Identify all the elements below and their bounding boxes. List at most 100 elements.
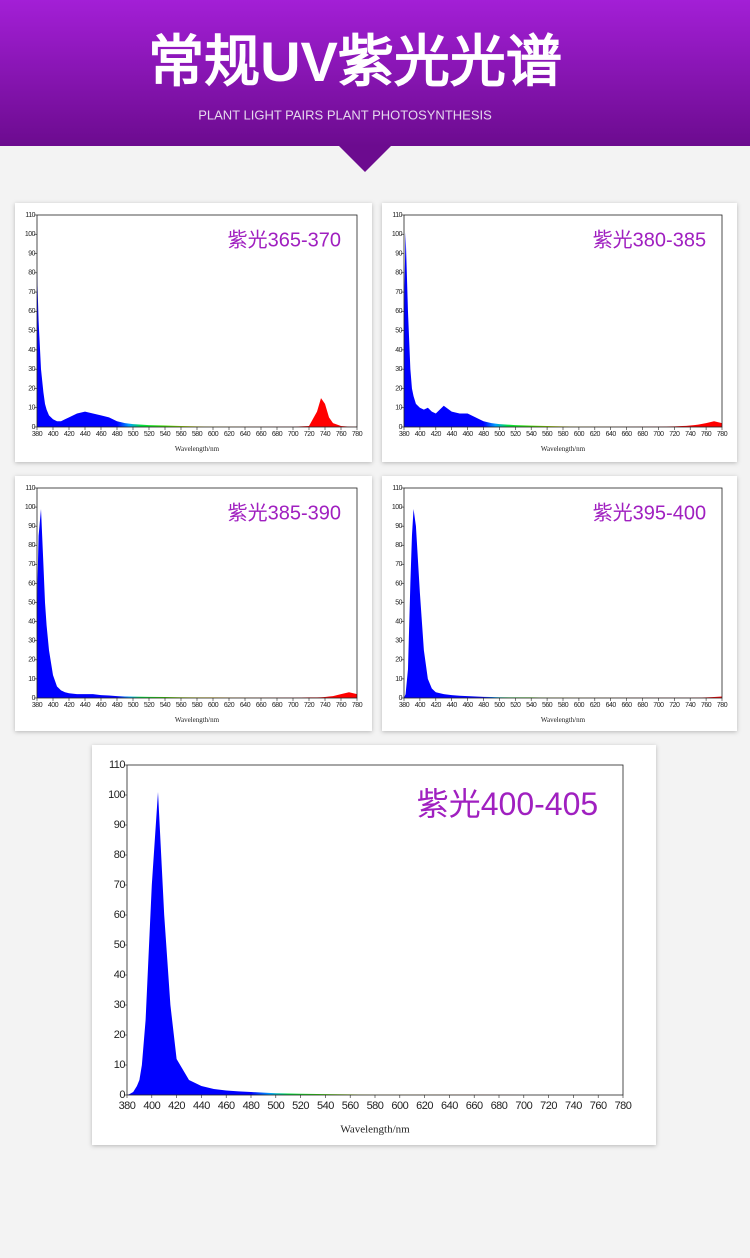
y-tick-label: 30 — [28, 638, 35, 645]
y-tick-label: 110 — [392, 485, 402, 492]
x-tick-label: 400 — [415, 431, 426, 438]
x-tick-label: 740 — [685, 431, 696, 438]
x-tick-label: 500 — [267, 1100, 284, 1112]
y-tick-label: 0 — [399, 695, 403, 702]
header-title: 常规UV紫光光谱 — [148, 30, 562, 93]
x-tick-label: 780 — [717, 702, 728, 709]
y-tick-label: 20 — [28, 385, 35, 392]
chart-title: 紫光395-400 — [593, 501, 706, 524]
spectrum-area — [127, 792, 623, 1095]
x-tick-label: 660 — [256, 702, 267, 709]
x-tick-label: 640 — [240, 431, 251, 438]
x-tick-label: 480 — [243, 1100, 260, 1112]
y-tick-label: 30 — [395, 638, 402, 645]
x-tick-label: 580 — [367, 1100, 384, 1112]
chart-title: 紫光365-370 — [228, 228, 341, 251]
y-tick-label: 70 — [114, 879, 126, 891]
x-tick-label: 420 — [431, 431, 442, 438]
x-tick-label: 460 — [96, 702, 107, 709]
y-tick-label: 30 — [395, 366, 402, 373]
x-axis-label: Wavelength/nm — [175, 716, 220, 724]
x-tick-label: 600 — [208, 431, 219, 438]
x-tick-label: 700 — [288, 431, 299, 438]
x-tick-label: 560 — [176, 431, 187, 438]
x-tick-label: 440 — [447, 431, 458, 438]
x-tick-label: 760 — [336, 431, 347, 438]
x-tick-label: 540 — [526, 702, 537, 709]
x-tick-label: 720 — [669, 431, 680, 438]
x-tick-label: 540 — [526, 431, 537, 438]
x-tick-label: 420 — [64, 431, 75, 438]
x-tick-label: 600 — [574, 702, 585, 709]
x-tick-label: 500 — [494, 702, 505, 709]
x-tick-label: 760 — [701, 702, 712, 709]
x-tick-label: 440 — [80, 702, 91, 709]
x-tick-label: 400 — [48, 702, 59, 709]
x-axis-label: Wavelength/nm — [541, 716, 586, 724]
x-tick-label: 520 — [144, 702, 155, 709]
x-tick-label: 540 — [160, 702, 171, 709]
x-tick-label: 580 — [192, 702, 203, 709]
x-tick-label: 720 — [304, 702, 315, 709]
y-tick-label: 100 — [108, 789, 125, 801]
chart-panel — [382, 476, 737, 731]
y-tick-label: 10 — [395, 405, 402, 412]
x-tick-label: 580 — [192, 431, 203, 438]
x-tick-label: 740 — [565, 1100, 582, 1112]
chart-panel — [15, 476, 372, 731]
x-tick-label: 780 — [352, 702, 363, 709]
y-tick-label: 0 — [32, 424, 36, 431]
x-tick-label: 660 — [622, 431, 633, 438]
y-tick-label: 70 — [28, 561, 35, 568]
x-axis-label: Wavelength/nm — [175, 445, 220, 453]
y-tick-label: 10 — [114, 1059, 126, 1071]
x-tick-label: 720 — [669, 702, 680, 709]
x-tick-label: 480 — [112, 431, 123, 438]
y-tick-label: 80 — [395, 542, 402, 549]
y-tick-label: 20 — [395, 657, 402, 664]
x-tick-label: 680 — [637, 431, 648, 438]
y-tick-label: 40 — [395, 347, 402, 354]
x-axis-label: Wavelength/nm — [541, 445, 586, 453]
x-tick-label: 400 — [415, 702, 426, 709]
y-tick-label: 0 — [119, 1089, 125, 1101]
x-tick-label: 620 — [590, 431, 601, 438]
x-tick-label: 760 — [701, 431, 712, 438]
y-tick-label: 60 — [395, 580, 402, 587]
y-tick-label: 100 — [392, 231, 403, 238]
x-tick-label: 740 — [685, 702, 696, 709]
chart-title: 紫光400-405 — [417, 786, 598, 822]
x-tick-label: 760 — [336, 702, 347, 709]
x-tick-label: 500 — [128, 702, 139, 709]
x-tick-label: 420 — [168, 1100, 185, 1112]
x-tick-label: 640 — [606, 702, 617, 709]
x-tick-label: 580 — [558, 431, 569, 438]
header-arrow — [338, 145, 392, 172]
chart-title: 紫光385-390 — [228, 501, 341, 524]
x-tick-label: 480 — [478, 702, 489, 709]
header-subtitle: PLANT LIGHT PAIRS PLANT PHOTOSYNTHESIS — [198, 107, 492, 122]
y-tick-label: 50 — [395, 599, 402, 606]
x-tick-label: 680 — [491, 1100, 508, 1112]
y-tick-label: 90 — [114, 819, 126, 831]
x-tick-label: 760 — [590, 1100, 607, 1112]
x-tick-label: 420 — [64, 702, 75, 709]
x-tick-label: 380 — [119, 1100, 136, 1112]
x-tick-label: 420 — [431, 702, 442, 709]
x-tick-label: 500 — [494, 431, 505, 438]
y-tick-label: 40 — [114, 969, 126, 981]
y-tick-label: 70 — [395, 561, 402, 568]
x-tick-label: 660 — [466, 1100, 483, 1112]
x-tick-label: 440 — [80, 431, 91, 438]
x-tick-label: 480 — [112, 702, 123, 709]
x-tick-label: 380 — [399, 702, 410, 709]
y-tick-label: 90 — [28, 250, 35, 257]
x-tick-label: 460 — [96, 431, 107, 438]
chart-title: 紫光380-385 — [593, 228, 706, 251]
y-tick-label: 40 — [28, 347, 35, 354]
x-tick-label: 440 — [193, 1100, 210, 1112]
y-tick-label: 80 — [395, 270, 402, 277]
x-tick-label: 600 — [574, 431, 585, 438]
x-tick-label: 460 — [463, 702, 474, 709]
